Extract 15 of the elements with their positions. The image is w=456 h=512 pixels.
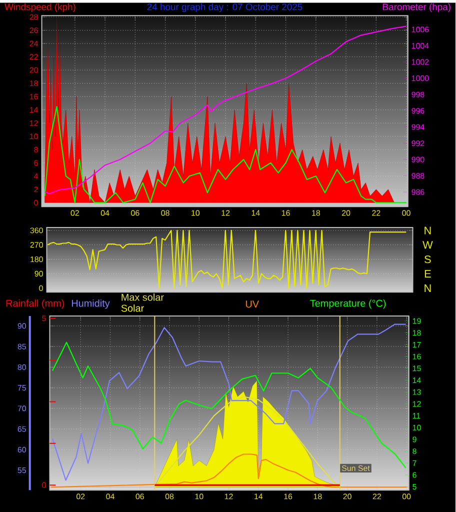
text: Max solar bbox=[122, 294, 164, 301]
text: S bbox=[424, 255, 432, 264]
text: W bbox=[422, 241, 434, 249]
text: Solar bbox=[122, 304, 144, 312]
line-series bbox=[44, 106, 408, 204]
text: UV bbox=[246, 300, 260, 308]
chart-title: 24 hour graph day : 07 October 2025 bbox=[148, 3, 303, 12]
y2-axis-title: Barometer (hpa) bbox=[383, 3, 451, 12]
text: Temperature (°C) bbox=[310, 299, 386, 309]
text: Rainfall (mm) bbox=[6, 299, 64, 309]
text: N bbox=[424, 284, 431, 292]
text: Humidity bbox=[72, 299, 110, 309]
y-axis-title: Windspeed (kph) bbox=[4, 3, 76, 12]
text: E bbox=[425, 270, 432, 278]
text: N bbox=[424, 226, 431, 234]
